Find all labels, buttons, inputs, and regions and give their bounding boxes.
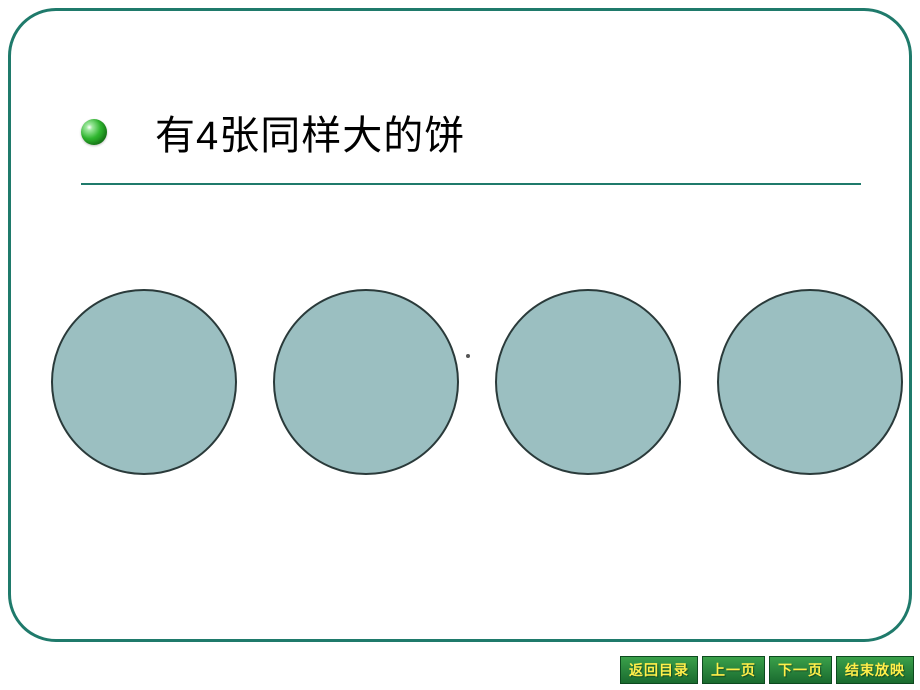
return-toc-button[interactable]: 返回目录 — [620, 656, 698, 684]
title-underline — [81, 183, 861, 185]
end-show-button[interactable]: 结束放映 — [836, 656, 914, 684]
slide-frame: 有4张同样大的饼 — [8, 8, 912, 642]
circle-3 — [495, 289, 681, 475]
title-row: 有4张同样大的饼 — [81, 103, 465, 161]
next-page-button[interactable]: 下一页 — [769, 656, 832, 684]
circles-row — [51, 289, 903, 475]
circle-1 — [51, 289, 237, 475]
nav-bar: 返回目录 上一页 下一页 结束放映 — [620, 656, 914, 684]
slide-title: 有4张同样大的饼 — [155, 103, 465, 161]
prev-page-button[interactable]: 上一页 — [702, 656, 765, 684]
circle-4 — [717, 289, 903, 475]
bullet-sphere-icon — [81, 119, 107, 145]
circle-2 — [273, 289, 459, 475]
center-marker-icon — [466, 354, 470, 358]
